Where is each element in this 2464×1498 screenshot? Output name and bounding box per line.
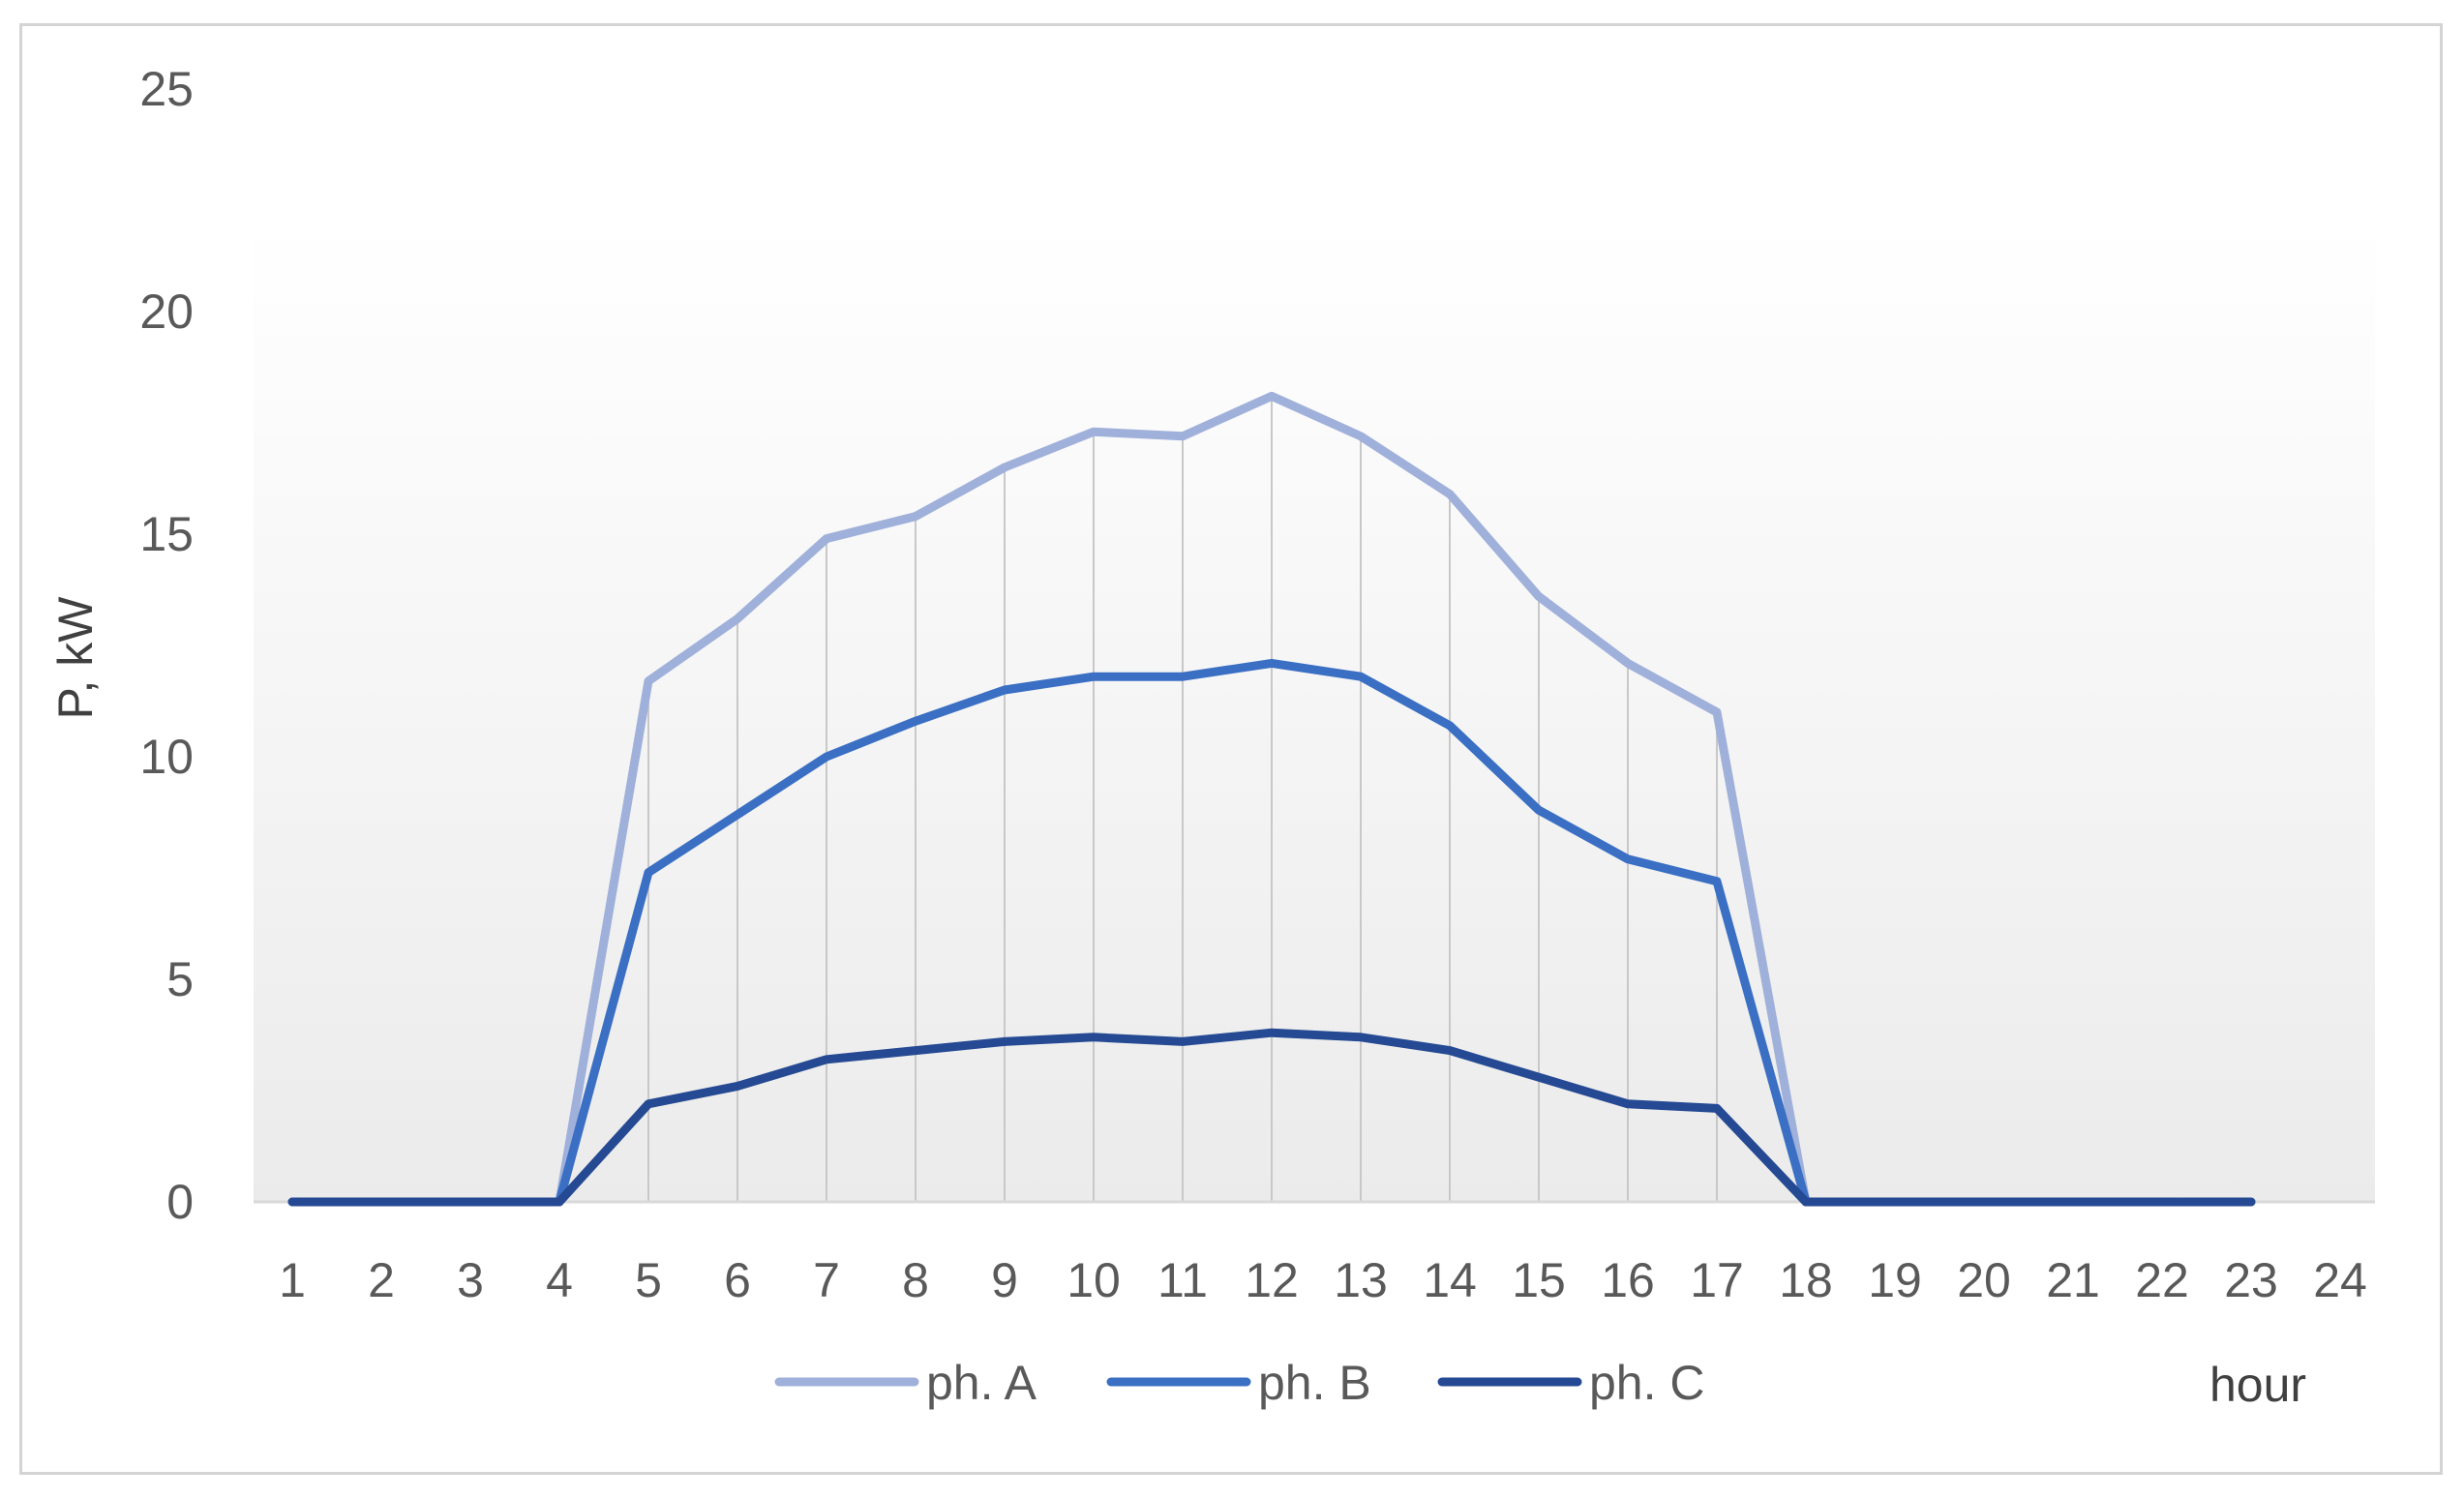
x-tick-label: 5 (635, 1253, 662, 1307)
x-tick-label: 21 (2046, 1253, 2100, 1307)
x-tick-labels: 1 2 3 4 5 6 7 8 9 10 11 12 13 14 15 16 17 18 19 20 21 22 23 24 (279, 1253, 2367, 1307)
y-tick-label: 0 (166, 1175, 194, 1229)
legend-label: ph. A (926, 1356, 1037, 1410)
x-tick-label: 23 (2224, 1253, 2278, 1307)
x-tick-label: 2 (368, 1253, 395, 1307)
y-tick-label: 5 (166, 952, 194, 1006)
x-tick-label: 22 (2135, 1253, 2189, 1307)
series-lines (287, 391, 2256, 1207)
y-axis-title: P, kW (48, 596, 103, 720)
x-tick-label: 9 (991, 1253, 1018, 1307)
x-tick-label: 16 (1601, 1253, 1655, 1307)
y-tick-label: 10 (139, 730, 194, 784)
series-line (287, 1028, 2256, 1207)
legend-label: ph. C (1589, 1356, 1705, 1410)
x-tick-label: 20 (1957, 1253, 2011, 1307)
x-tick-label: 3 (457, 1253, 484, 1307)
x-tick-label: 19 (1868, 1253, 1922, 1307)
x-tick-label: 1 (279, 1253, 306, 1307)
x-tick-label: 4 (546, 1253, 573, 1307)
x-tick-label: 13 (1334, 1253, 1388, 1307)
x-tick-label: 11 (1157, 1253, 1208, 1307)
legend-label: ph. B (1258, 1356, 1371, 1410)
x-tick-label: 18 (1779, 1253, 1833, 1307)
y-tick-label: 15 (139, 507, 194, 561)
y-tick-label: 25 (139, 62, 194, 116)
x-axis-title: hour (2209, 1358, 2306, 1412)
plot-area-background (254, 221, 2375, 1202)
x-tick-label: 24 (2313, 1253, 2367, 1307)
x-tick-label: 8 (902, 1253, 929, 1307)
x-tick-label: 15 (1512, 1253, 1566, 1307)
x-tick-label: 7 (813, 1253, 840, 1307)
legend: ph. A ph. B ph. C (774, 1356, 1705, 1410)
y-tick-labels: 0 5 10 15 20 25 (139, 62, 194, 1229)
y-tick-label: 20 (139, 285, 194, 339)
x-tick-label: 17 (1690, 1253, 1744, 1307)
drop-lines (647, 396, 1718, 1202)
x-tick-label: 10 (1067, 1253, 1121, 1307)
x-tick-label: 6 (724, 1253, 751, 1307)
x-tick-label: 14 (1423, 1253, 1477, 1307)
x-tick-label: 12 (1245, 1253, 1299, 1307)
